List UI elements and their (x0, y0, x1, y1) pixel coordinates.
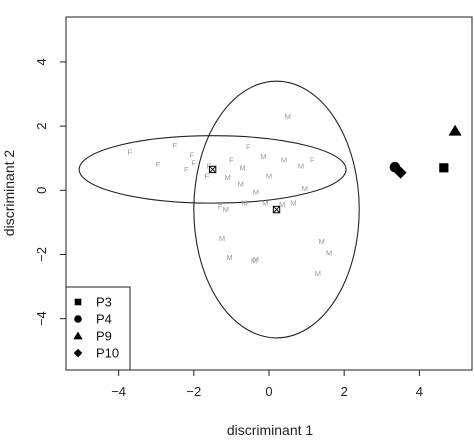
point-label-m: M (241, 199, 247, 208)
y-tick-label: 0 (34, 187, 49, 194)
centroid-marker-1 (208, 165, 217, 174)
ellipses-layer (78, 80, 360, 339)
point-label-f: F (246, 142, 251, 151)
point-label-f: F (218, 202, 223, 211)
point-label-f: F (184, 165, 189, 174)
y-axis-title: discriminant 2 (1, 150, 17, 237)
legend-marker-p10 (73, 348, 83, 358)
legend-label: P10 (96, 346, 119, 361)
point-label-m: M (281, 155, 287, 164)
point-label-f: F (173, 141, 178, 150)
x-axis-title: discriminant 1 (227, 422, 314, 438)
point-label-m: M (260, 152, 266, 161)
point-label-m: M (251, 256, 257, 265)
y-tick-label: 4 (34, 58, 49, 65)
series-markers-layer (389, 124, 462, 179)
point-label-m: M (240, 163, 246, 172)
x-axis: −4 −2 0 2 4 (111, 369, 423, 399)
x-tick-label: 2 (341, 384, 348, 399)
y-axis: −4 −2 0 2 4 (34, 58, 67, 326)
point-label-f: F (229, 155, 234, 164)
legend-entry-p4: P4 (74, 312, 112, 327)
point-label-m: M (326, 248, 332, 257)
legend-label: P4 (96, 312, 112, 327)
point-label-m: M (290, 199, 296, 208)
point-label-m: M (302, 184, 308, 193)
point-label-m: M (226, 253, 232, 262)
marker-p9 (448, 124, 462, 136)
legend-marker-p3 (74, 298, 82, 306)
legend-marker-p4 (74, 315, 82, 323)
point-label-f: F (128, 147, 133, 156)
point-label-f: F (190, 150, 195, 159)
legend-entries: P3 P4 P9 P10 (73, 295, 119, 361)
point-label-m: M (225, 173, 231, 182)
x-tick-label: 4 (416, 384, 423, 399)
point-label-f: F (310, 155, 315, 164)
point-label-m: M (238, 179, 244, 188)
y-tick-label: −2 (34, 247, 49, 262)
point-label-m: M (315, 269, 321, 278)
group-ellipse-1 (78, 135, 347, 204)
legend-entry-p9: P9 (73, 329, 112, 344)
point-label-m: M (253, 255, 259, 264)
group-ellipse-2 (193, 80, 360, 339)
legend-label: P3 (96, 295, 112, 310)
legend-entry-p10: P10 (73, 346, 119, 361)
marker-p10 (394, 166, 407, 179)
legend-entry-p3: P3 (74, 295, 112, 310)
point-label-m: M (285, 112, 291, 121)
point-label-f: F (192, 159, 197, 168)
point-label-m: M (223, 205, 229, 214)
legend: P3 P4 P9 P10 (65, 286, 131, 371)
centroid-marker-2 (272, 205, 281, 214)
point-label-m: M (298, 162, 304, 171)
point-label-m: M (266, 171, 272, 180)
point-label-f: F (156, 160, 161, 169)
centroids-layer (208, 165, 281, 214)
point-label-m: M (262, 199, 268, 208)
legend-label: P9 (96, 329, 112, 344)
point-label-m: M (319, 237, 325, 246)
x-tick-label: 0 (265, 384, 272, 399)
y-tick-label: 2 (34, 122, 49, 129)
legend-marker-p9 (73, 331, 83, 340)
marker-p3 (439, 163, 449, 173)
point-label-m: M (219, 234, 225, 243)
point-label-m: M (279, 200, 285, 209)
x-tick-label: −2 (186, 384, 201, 399)
y-tick-label: −4 (34, 311, 49, 326)
x-tick-label: −4 (111, 384, 126, 399)
point-label-f: F (205, 171, 210, 180)
point-label-m: M (253, 187, 259, 196)
